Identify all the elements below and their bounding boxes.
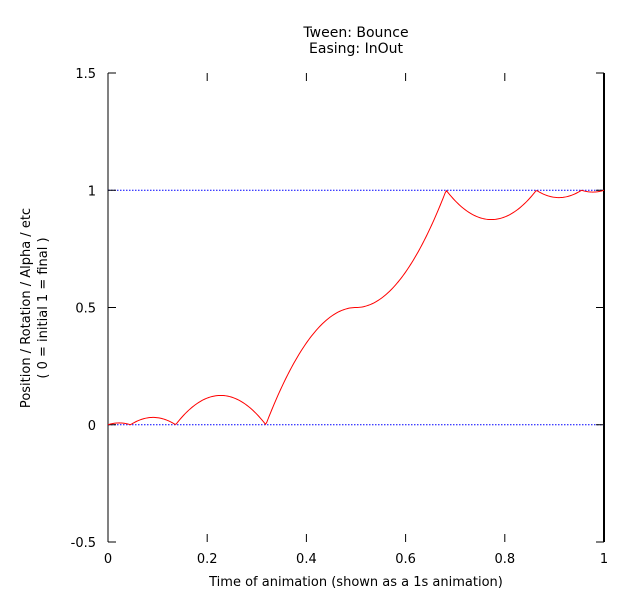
x-axis-label: Time of animation (shown as a 1s animati… [208, 575, 503, 590]
y-tick-label: 1 [88, 184, 96, 199]
y-axis-label-line-2: ( 0 = initial 1 = final ) [36, 237, 51, 378]
y-tick-label: 0.5 [75, 302, 96, 317]
x-tick-label: 0.2 [197, 552, 218, 567]
x-tick-label: 0 [104, 552, 112, 567]
x-tick-label: 0.4 [296, 552, 317, 567]
y-tick-label: 0 [88, 419, 96, 434]
y-tick-label: -0.5 [71, 536, 96, 551]
chart-title-line-1: Tween: Bounce [302, 25, 408, 41]
x-tick-label: 0.8 [494, 552, 515, 567]
y-tick-label: 1.5 [75, 67, 96, 82]
tick-labels: -0.5 0 0.5 1 1.5 0 0.2 0.4 0.6 0.8 1 [71, 67, 609, 567]
x-tick-label: 1 [600, 552, 608, 567]
x-tick-label: 0.6 [395, 552, 416, 567]
y-axis-label-line-1: Position / Rotation / Alpha / etc [19, 208, 34, 408]
axis-ticks [107, 72, 605, 543]
chart-title-line-2: Easing: InOut [309, 41, 403, 57]
bounce-curve [107, 189, 605, 426]
